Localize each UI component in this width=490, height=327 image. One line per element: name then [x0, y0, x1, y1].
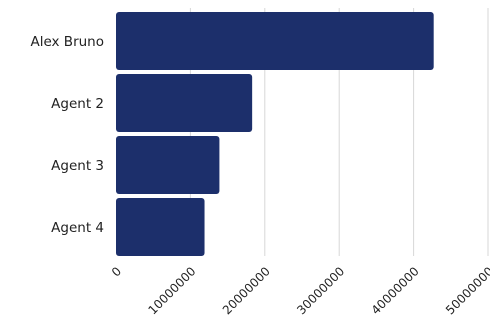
x-tick-labels: 0 10000000 20000000 30000000 40000000 5000000…: [109, 264, 490, 317]
bar: [116, 74, 253, 132]
bar: [116, 198, 205, 256]
x-tick-label: 30000000: [294, 264, 347, 317]
x-tick-label: 0: [109, 264, 124, 279]
category-label: Agent 4: [51, 220, 104, 236]
bar: [116, 12, 434, 70]
x-tick-label: 50000000: [443, 264, 490, 317]
x-tick-label: 20000000: [220, 264, 273, 317]
category-labels: Alex Bruno Agent 2 Agent 3 Agent 4: [30, 34, 104, 236]
category-label: Agent 3: [51, 158, 104, 174]
x-tick-label: 10000000: [145, 264, 198, 317]
bar: [116, 136, 220, 194]
bars: [116, 12, 434, 256]
category-label: Agent 2: [51, 96, 104, 112]
x-tick-label: 40000000: [369, 264, 422, 317]
category-label: Alex Bruno: [30, 34, 104, 50]
